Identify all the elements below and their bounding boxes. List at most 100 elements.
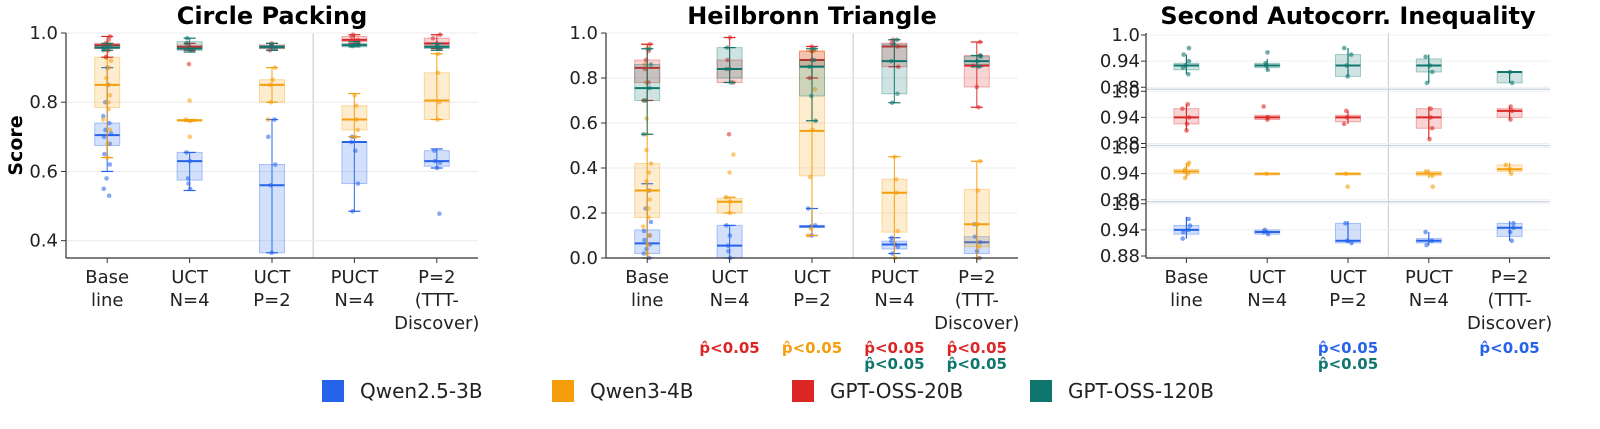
data-point — [1508, 171, 1514, 176]
x-tick-label: PUCT — [331, 267, 380, 288]
y-tick-label: 1.0 — [1111, 81, 1140, 102]
data-point — [1185, 102, 1191, 107]
data-point — [893, 242, 898, 247]
data-point — [107, 120, 112, 126]
significance-label: p̂<0.05 — [699, 339, 759, 357]
y-tick-label: 0.88 — [1100, 246, 1140, 267]
legend-label: GPT-OSS-20B — [830, 379, 963, 403]
y-tick-label: 0.94 — [1100, 51, 1140, 72]
data-point — [186, 61, 192, 67]
x-tick-label: N=4 — [710, 290, 750, 311]
data-point — [106, 106, 111, 112]
significance-label: p̂<0.05 — [864, 355, 924, 373]
data-point — [265, 117, 271, 122]
data-point — [355, 41, 360, 46]
data-point — [265, 134, 271, 140]
y-tick-label: 1.0 — [1111, 194, 1140, 215]
legend-swatch — [1030, 380, 1052, 402]
y-tick-label: 0.88 — [1100, 134, 1140, 155]
data-point — [1429, 173, 1435, 179]
data-point — [975, 58, 980, 64]
x-tick-label: Base — [85, 267, 129, 288]
data-point — [435, 51, 441, 57]
data-point — [108, 58, 114, 63]
chart-title: Second Autocorr. Inequality — [1160, 2, 1536, 30]
data-point — [1507, 69, 1513, 75]
data-point — [978, 53, 983, 58]
data-point — [1186, 160, 1192, 166]
data-point — [1265, 115, 1271, 120]
box — [341, 141, 368, 185]
x-tick-label: line — [91, 290, 123, 311]
data-point — [1508, 104, 1513, 109]
data-point — [434, 165, 440, 171]
box — [341, 105, 368, 131]
data-point — [1429, 238, 1435, 244]
data-point — [1424, 80, 1430, 86]
data-point — [183, 117, 189, 122]
data-point — [977, 39, 983, 45]
x-tick-label: (TTT- — [955, 290, 999, 311]
data-point — [432, 148, 437, 153]
data-point — [727, 210, 733, 216]
data-point — [187, 158, 193, 164]
data-point — [1427, 136, 1432, 142]
data-point — [268, 183, 273, 188]
data-point — [892, 154, 897, 160]
data-point — [807, 174, 813, 180]
data-point — [1344, 63, 1349, 68]
data-point — [437, 211, 442, 216]
significance-label: p̂<0.05 — [947, 339, 1007, 357]
data-point — [640, 224, 646, 229]
data-point — [644, 147, 649, 153]
y-tick-label: 0.94 — [1100, 220, 1140, 241]
y-tick-label: 1.0 — [29, 23, 58, 44]
data-point — [1343, 171, 1349, 176]
data-point — [976, 244, 982, 250]
data-point — [187, 186, 193, 192]
data-point — [1180, 229, 1186, 235]
box — [716, 47, 743, 79]
data-point — [1265, 67, 1271, 73]
data-point — [647, 46, 652, 52]
significance-label: p̂<0.05 — [864, 339, 924, 357]
data-point — [810, 127, 815, 133]
data-point — [976, 104, 981, 110]
data-point — [101, 134, 107, 140]
data-point — [895, 64, 901, 70]
x-tick-label: line — [631, 290, 663, 311]
data-point — [1349, 240, 1354, 246]
data-point — [1509, 80, 1515, 86]
data-point — [107, 42, 112, 48]
data-point — [648, 62, 654, 67]
data-point — [1181, 52, 1186, 57]
data-point — [977, 158, 983, 164]
data-point — [435, 70, 441, 76]
data-point — [647, 41, 653, 47]
data-point — [805, 206, 811, 211]
data-point — [727, 233, 733, 238]
data-point — [891, 41, 897, 47]
data-point — [1186, 115, 1192, 120]
x-tick-label: N=4 — [1247, 290, 1287, 311]
data-point — [1428, 106, 1433, 111]
x-tick-label: P=2 — [793, 290, 830, 311]
data-point — [187, 118, 193, 124]
data-point — [1187, 223, 1193, 228]
data-point — [731, 152, 736, 157]
data-point — [107, 162, 113, 167]
data-point — [1345, 184, 1350, 189]
significance-label: p̂<0.05 — [1318, 355, 1378, 373]
x-tick-label: (TTT- — [1487, 290, 1531, 311]
data-point — [1428, 115, 1434, 120]
data-point — [270, 77, 275, 83]
data-point — [1186, 227, 1192, 233]
y-tick-label: 0.6 — [29, 161, 58, 182]
data-point — [975, 188, 981, 193]
data-point — [106, 37, 111, 43]
data-point — [1265, 50, 1270, 55]
data-point — [725, 243, 731, 248]
data-point — [813, 118, 818, 124]
data-point — [105, 141, 111, 147]
x-tick-label: PUCT — [1405, 267, 1454, 288]
